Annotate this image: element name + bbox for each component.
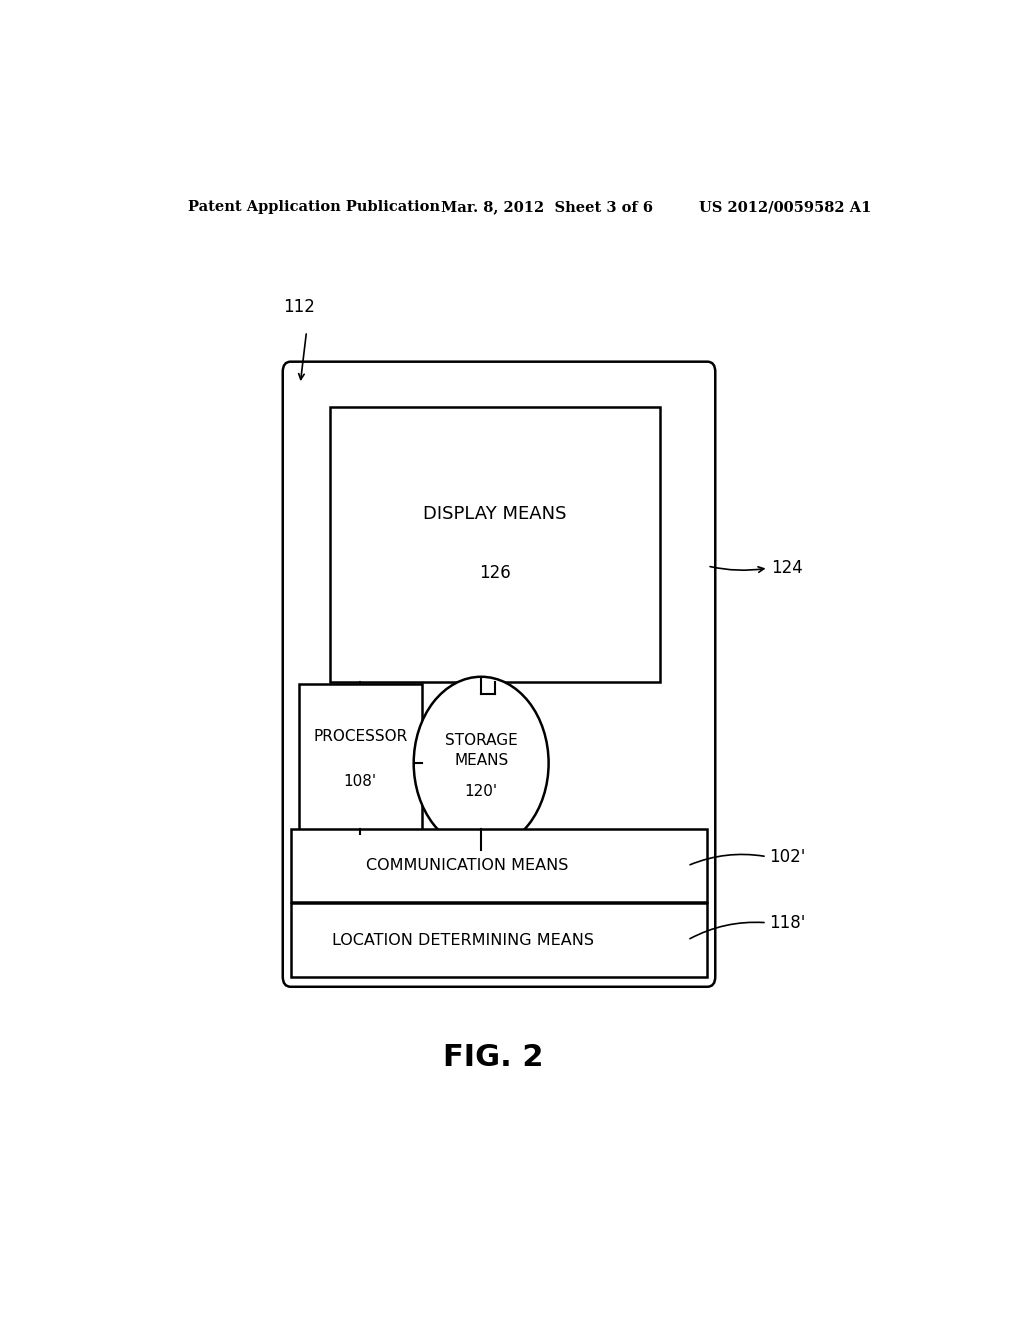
FancyBboxPatch shape: [283, 362, 715, 987]
Text: Mar. 8, 2012  Sheet 3 of 6: Mar. 8, 2012 Sheet 3 of 6: [441, 201, 653, 214]
Text: LOCATION DETERMINING MEANS: LOCATION DETERMINING MEANS: [333, 932, 594, 948]
Text: MEANS: MEANS: [454, 752, 508, 768]
Bar: [291, 903, 708, 977]
Text: 112: 112: [283, 298, 314, 315]
Text: 118': 118': [769, 913, 806, 932]
Text: STORAGE: STORAGE: [444, 734, 517, 748]
Text: FIG. 2: FIG. 2: [442, 1043, 544, 1072]
Text: 120': 120': [465, 784, 498, 799]
Text: 124: 124: [771, 558, 803, 577]
Text: COMMUNICATION MEANS: COMMUNICATION MEANS: [366, 858, 568, 874]
Bar: [299, 684, 422, 834]
Text: 102': 102': [769, 847, 806, 866]
Bar: [291, 829, 708, 903]
Text: 126: 126: [479, 564, 511, 582]
Text: PROCESSOR: PROCESSOR: [313, 729, 408, 744]
Text: US 2012/0059582 A1: US 2012/0059582 A1: [699, 201, 871, 214]
Circle shape: [414, 677, 549, 850]
Text: Patent Application Publication: Patent Application Publication: [187, 201, 439, 214]
Bar: [331, 408, 659, 682]
Text: DISPLAY MEANS: DISPLAY MEANS: [423, 506, 567, 523]
Text: 108': 108': [344, 774, 377, 789]
